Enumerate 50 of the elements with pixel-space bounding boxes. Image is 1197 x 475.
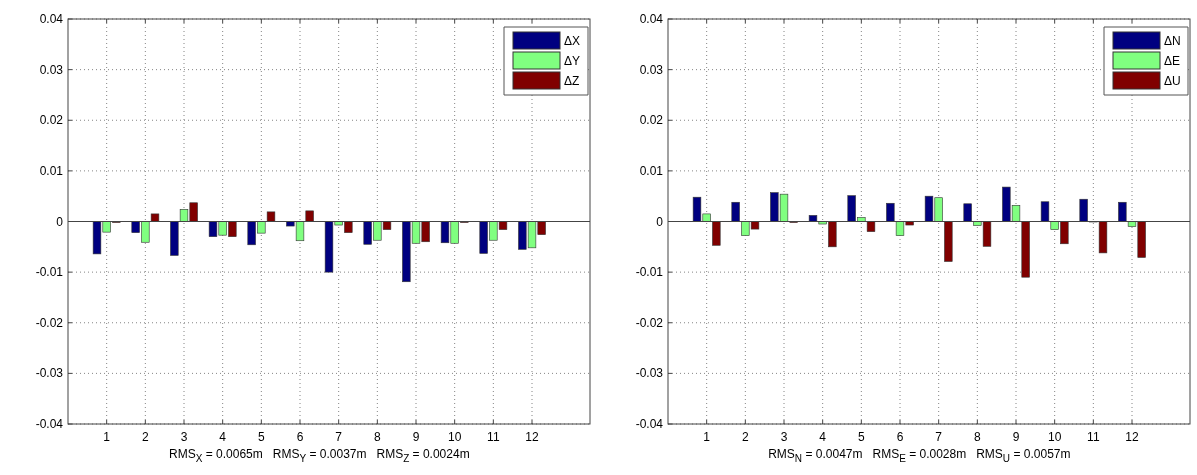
y-tick-label: 0 bbox=[656, 214, 664, 229]
x-tick-label: 5 bbox=[257, 430, 265, 444]
x-axis-title: RMS$_{X}$ = 0.0065m RMS$_{Y}$ = 0.0037m RMS$_{Z}$ = 0.0024m bbox=[169, 447, 470, 464]
legend-label: ΔZ bbox=[564, 74, 580, 88]
x-tick-label: 9 bbox=[412, 430, 420, 444]
x-tick-label: 8 bbox=[973, 430, 981, 444]
x-tick-label: 9 bbox=[1012, 430, 1020, 444]
x-tick-label: 10 bbox=[1047, 430, 1062, 444]
x-tick-label: 7 bbox=[335, 430, 343, 444]
y-tick-label: 0.02 bbox=[639, 113, 664, 128]
x-tick-label: 2 bbox=[741, 430, 749, 444]
x-tick-label: 11 bbox=[1087, 430, 1100, 444]
y-tick-label: -0.04 bbox=[635, 417, 664, 431]
x-tick-label: 6 bbox=[896, 430, 904, 444]
y-tick-label: 0.01 bbox=[39, 163, 64, 178]
y-tick-label: 0.04 bbox=[39, 12, 64, 26]
x-tick-label: 12 bbox=[1125, 430, 1139, 444]
y-tick-label: 0.03 bbox=[39, 62, 64, 77]
y-tick-label: -0.02 bbox=[35, 315, 64, 330]
x-tick-label: 5 bbox=[857, 430, 865, 444]
x-tick-label: 3 bbox=[180, 430, 188, 444]
y-tick-label: -0.03 bbox=[35, 366, 64, 381]
x-tick-label: 2 bbox=[141, 430, 149, 444]
legend-label: ΔU bbox=[1164, 74, 1181, 88]
y-tick-label: -0.03 bbox=[635, 366, 664, 381]
y-tick-label: 0 bbox=[56, 214, 64, 229]
y-tick-label: -0.02 bbox=[635, 315, 664, 330]
x-axis-title: RMS$_{N}$ = 0.0047m RMS$_{E}$ = 0.0028m RMS$_{U}$ = 0.0057m bbox=[768, 447, 1071, 464]
y-tick-label: 0.03 bbox=[639, 62, 664, 77]
x-tick-label: 8 bbox=[373, 430, 381, 444]
x-tick-label: 7 bbox=[935, 430, 943, 444]
x-tick-label: 10 bbox=[447, 430, 462, 444]
x-tick-label: 4 bbox=[819, 430, 827, 444]
x-tick-label: 3 bbox=[780, 430, 788, 444]
x-tick-label: 1 bbox=[703, 430, 711, 444]
x-tick-label: 6 bbox=[296, 430, 304, 444]
legend-label: ΔX bbox=[564, 34, 581, 48]
x-tick-label: 12 bbox=[525, 430, 539, 444]
legend-label: ΔY bbox=[564, 54, 581, 68]
y-tick-label: 0.02 bbox=[39, 113, 64, 128]
y-tick-label: 0.04 bbox=[639, 12, 664, 26]
y-tick-label: 0.01 bbox=[639, 163, 664, 178]
x-tick-label: 4 bbox=[219, 430, 227, 444]
y-tick-label: -0.04 bbox=[35, 417, 64, 431]
legend-label: ΔE bbox=[1164, 54, 1181, 68]
x-tick-label: 11 bbox=[487, 430, 500, 444]
y-tick-label: -0.01 bbox=[635, 265, 664, 280]
legend-label: ΔN bbox=[1164, 34, 1181, 48]
x-tick-label: 1 bbox=[103, 430, 111, 444]
y-tick-label: -0.01 bbox=[35, 265, 64, 280]
